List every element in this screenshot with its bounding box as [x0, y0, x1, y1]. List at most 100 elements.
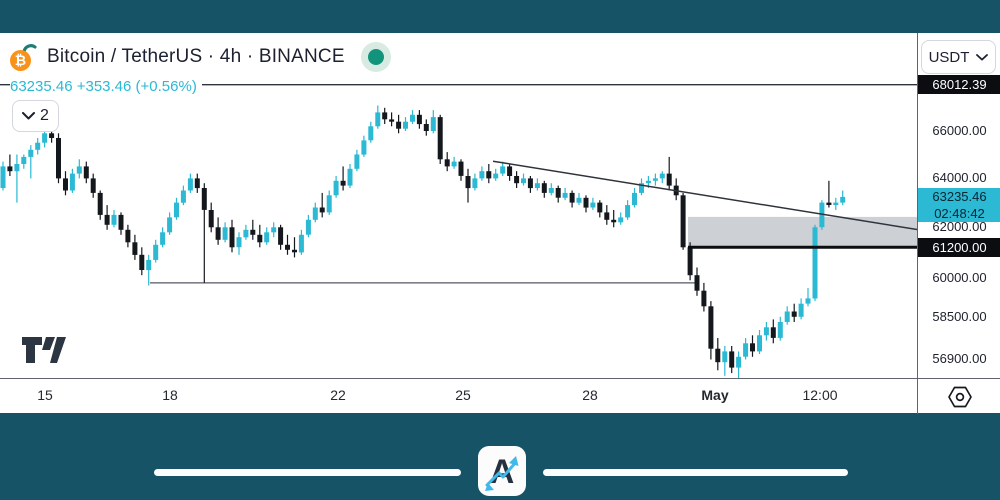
- candle[interactable]: [659, 171, 665, 184]
- candle[interactable]: [222, 222, 228, 243]
- candle[interactable]: [639, 178, 644, 196]
- candle[interactable]: [21, 154, 27, 169]
- candle[interactable]: [715, 338, 721, 371]
- candle[interactable]: [493, 168, 499, 181]
- candle[interactable]: [382, 107, 388, 124]
- candle[interactable]: [264, 227, 270, 245]
- chart-pane[interactable]: [0, 33, 917, 378]
- candle[interactable]: [97, 190, 103, 220]
- candle[interactable]: [396, 114, 402, 134]
- candle[interactable]: [722, 346, 728, 376]
- candle[interactable]: [757, 330, 762, 355]
- candle[interactable]: [305, 214, 311, 238]
- candle[interactable]: [83, 161, 89, 184]
- candle[interactable]: [298, 229, 304, 255]
- candle[interactable]: [632, 188, 637, 208]
- candle[interactable]: [541, 180, 547, 198]
- candle[interactable]: [527, 176, 533, 193]
- candle[interactable]: [285, 234, 290, 255]
- candle[interactable]: [590, 197, 596, 210]
- candle[interactable]: [576, 192, 582, 206]
- candle[interactable]: [673, 178, 679, 201]
- candle[interactable]: [423, 119, 429, 136]
- candle[interactable]: [736, 351, 742, 378]
- candle[interactable]: [201, 183, 207, 283]
- candle[interactable]: [125, 224, 131, 248]
- candle[interactable]: [35, 138, 41, 155]
- candle[interactable]: [500, 161, 506, 176]
- candle[interactable]: [368, 121, 374, 143]
- drawing-zone[interactable]: [688, 216, 917, 248]
- candle[interactable]: [174, 197, 179, 220]
- candle[interactable]: [333, 176, 339, 198]
- candle[interactable]: [486, 164, 492, 184]
- candle[interactable]: [187, 173, 193, 193]
- candle[interactable]: [90, 173, 96, 198]
- candle[interactable]: [111, 210, 117, 228]
- candle[interactable]: [118, 212, 124, 235]
- candle[interactable]: [160, 227, 166, 248]
- time-axis[interactable]: 15 18 22 25 28 May 12:00: [0, 378, 1000, 414]
- candle[interactable]: [236, 232, 242, 255]
- candle[interactable]: [569, 190, 575, 208]
- candle[interactable]: [28, 145, 34, 179]
- candle[interactable]: [416, 110, 422, 129]
- candle[interactable]: [770, 319, 776, 344]
- objects-tree-button[interactable]: 2: [12, 100, 59, 132]
- candle[interactable]: [555, 185, 561, 203]
- candle[interactable]: [548, 183, 554, 196]
- candle[interactable]: [389, 112, 395, 127]
- price-axis[interactable]: 68012.39 66000.00 64000.00 62000.00 60000.00…: [917, 33, 1000, 378]
- candle[interactable]: [354, 149, 360, 172]
- candle[interactable]: [604, 205, 610, 225]
- candle[interactable]: [791, 303, 797, 322]
- candle[interactable]: [180, 185, 186, 206]
- candle[interactable]: [146, 254, 152, 286]
- candle[interactable]: [680, 192, 686, 250]
- candle[interactable]: [278, 224, 284, 250]
- candle[interactable]: [777, 316, 783, 341]
- candle[interactable]: [194, 173, 200, 193]
- candle[interactable]: [132, 234, 138, 260]
- candle[interactable]: [0, 161, 6, 191]
- candle[interactable]: [521, 173, 526, 186]
- candle[interactable]: [472, 173, 478, 191]
- candle[interactable]: [784, 306, 790, 325]
- candle[interactable]: [361, 135, 367, 157]
- price-scale-settings-icon[interactable]: [946, 384, 974, 410]
- candle[interactable]: [403, 117, 408, 131]
- candle[interactable]: [229, 219, 235, 253]
- candle[interactable]: [437, 114, 443, 164]
- candle[interactable]: [76, 159, 82, 179]
- candle[interactable]: [465, 168, 471, 203]
- candle[interactable]: [410, 110, 415, 124]
- candle[interactable]: [583, 195, 589, 213]
- candle[interactable]: [347, 164, 353, 188]
- candle[interactable]: [312, 202, 318, 223]
- symbol-row[interactable]: ₿ Bitcoin / TetherUS · 4h · BINANCE: [10, 42, 391, 72]
- drawing-trendline[interactable]: [492, 160, 917, 231]
- candle[interactable]: [833, 197, 839, 210]
- candle[interactable]: [458, 159, 464, 181]
- candle[interactable]: [42, 131, 48, 148]
- market-status-button[interactable]: [360, 42, 391, 72]
- candle[interactable]: [153, 239, 159, 263]
- candle[interactable]: [708, 301, 714, 360]
- candle[interactable]: [215, 217, 221, 245]
- candle[interactable]: [805, 288, 811, 307]
- candle[interactable]: [701, 282, 707, 312]
- candle[interactable]: [798, 298, 804, 320]
- candle[interactable]: [611, 210, 617, 228]
- candle[interactable]: [139, 247, 145, 276]
- candle[interactable]: [319, 192, 325, 218]
- candle[interactable]: [63, 171, 68, 196]
- candle[interactable]: [666, 156, 672, 191]
- candlestick-chart[interactable]: [0, 33, 917, 378]
- candle[interactable]: [444, 152, 450, 172]
- candle[interactable]: [562, 188, 568, 201]
- candle[interactable]: [763, 322, 769, 341]
- candle[interactable]: [625, 200, 631, 220]
- candle[interactable]: [750, 335, 755, 357]
- candle[interactable]: [56, 133, 61, 184]
- candle[interactable]: [340, 166, 346, 191]
